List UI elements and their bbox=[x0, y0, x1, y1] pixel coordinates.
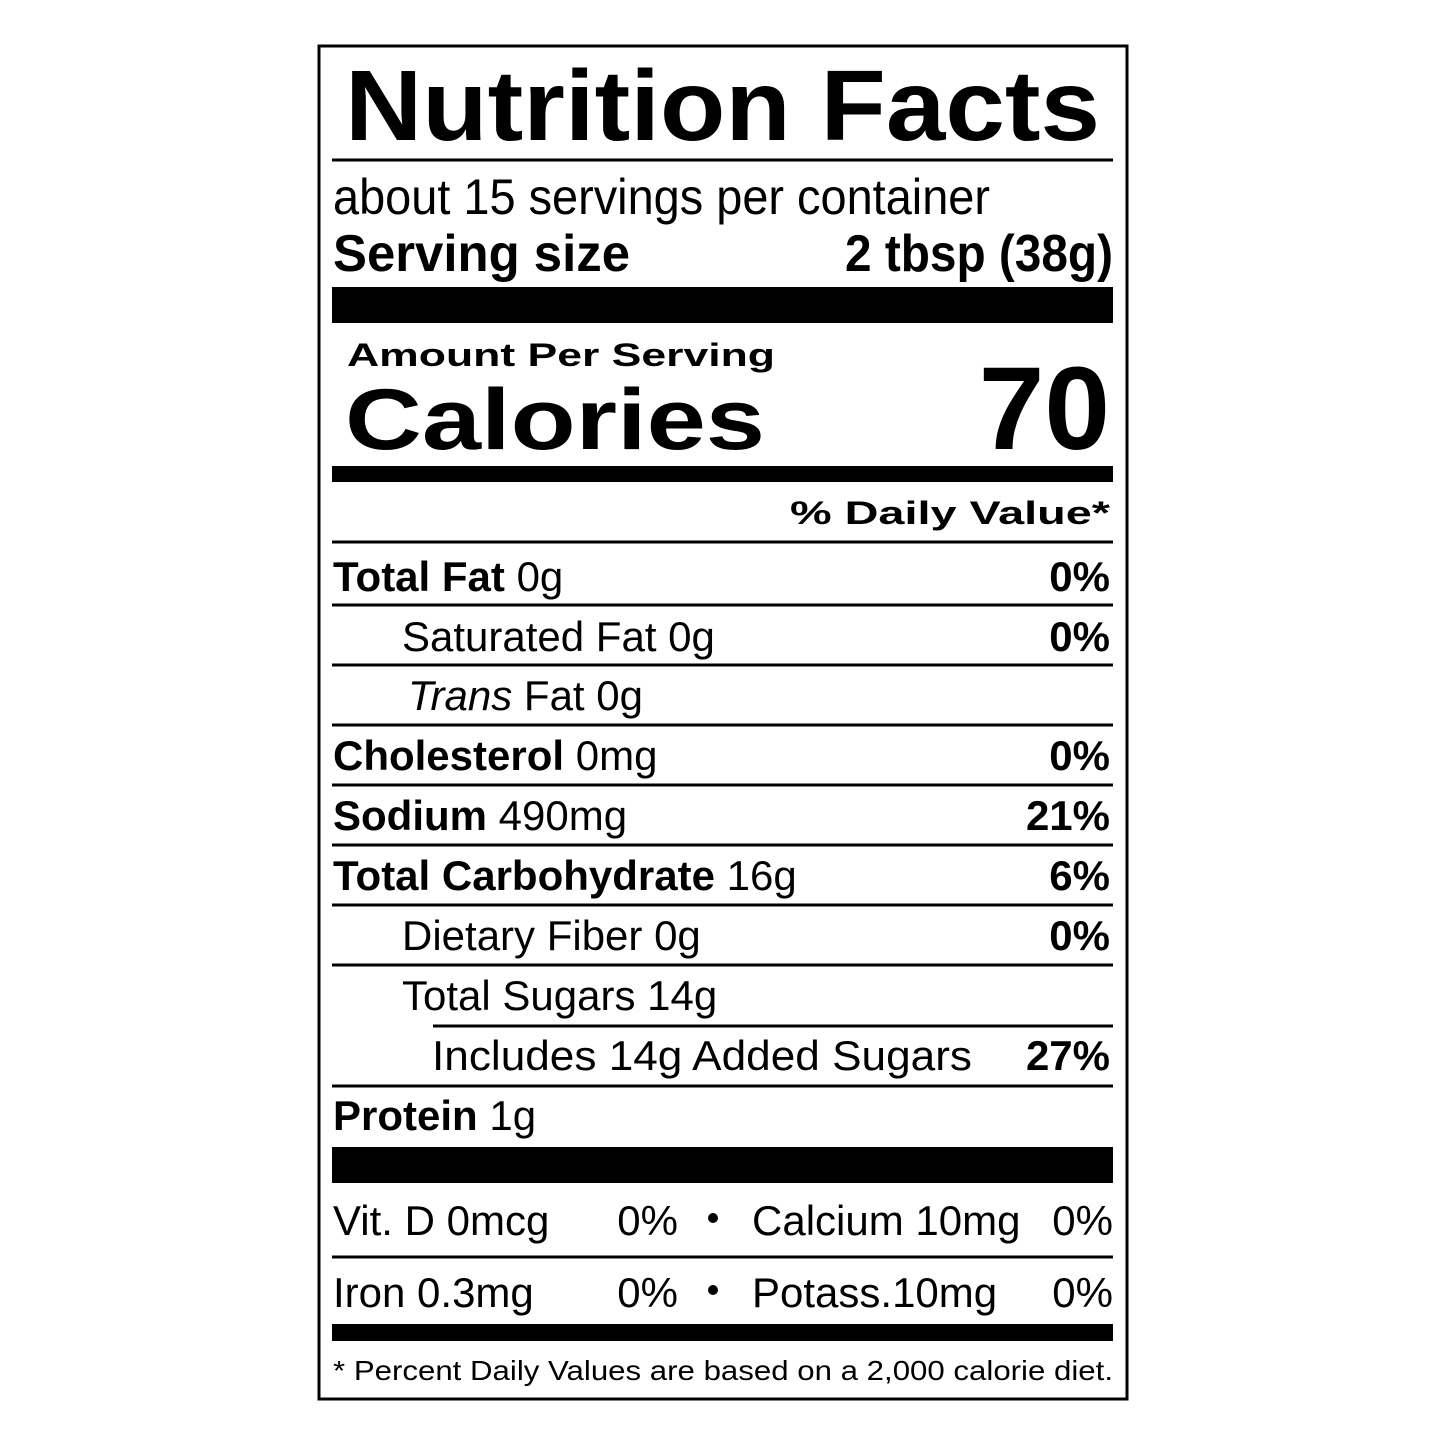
thick-bar bbox=[332, 287, 1113, 323]
nutrient-amount: 0g bbox=[517, 553, 564, 600]
nutrient-dv: 0% bbox=[1049, 732, 1110, 779]
bullet bbox=[708, 1213, 718, 1223]
thick-bar bbox=[332, 1147, 1113, 1183]
nutrient-amount: 16g bbox=[727, 852, 797, 899]
nutrient-dv: 27% bbox=[1026, 1032, 1110, 1079]
vitamin-dv: 0% bbox=[617, 1269, 678, 1316]
title: Nutrition Facts bbox=[345, 50, 1100, 162]
nutrient-amount: 0mg bbox=[576, 732, 658, 779]
vitamin-dv: 0% bbox=[1052, 1197, 1113, 1244]
serving-size-label: Serving size bbox=[333, 225, 630, 283]
nutrient-name: Sodium bbox=[333, 792, 487, 839]
nutrient-row: Cholesterol 0mg bbox=[333, 732, 657, 779]
bullet bbox=[708, 1285, 718, 1295]
nutrient-dv: 0% bbox=[1049, 613, 1110, 660]
nutrient-name: Total Sugars bbox=[402, 972, 635, 1019]
nutrient-row: Total Sugars 14g bbox=[402, 972, 717, 1019]
nutrient-row: Sodium 490mg bbox=[333, 792, 627, 839]
calories-value: 70 bbox=[979, 343, 1110, 475]
nutrient-amount: 14g bbox=[647, 972, 717, 1019]
nutrient-amount: 0g bbox=[654, 912, 701, 959]
calories-label: Calories bbox=[345, 372, 765, 468]
nutrient-amount: 1g bbox=[489, 1092, 536, 1139]
nutrient-amount: 0g bbox=[596, 672, 643, 719]
nutrient-name: Trans bbox=[408, 672, 512, 719]
servings: about 15 servings per container bbox=[333, 169, 990, 225]
nutrient-name: Dietary Fiber bbox=[402, 912, 642, 959]
nutrient-amount: 490mg bbox=[499, 792, 627, 839]
serving-size-value: 2 tbsp (38g) bbox=[845, 225, 1113, 283]
nutrient-row: Saturated Fat 0g bbox=[402, 613, 715, 660]
nutrient-amount: 0g bbox=[668, 613, 715, 660]
daily-value-header: % Daily Value* bbox=[790, 495, 1111, 531]
nutrient-dv: 0% bbox=[1049, 912, 1110, 959]
amount-per-serving: Amount Per Serving bbox=[347, 337, 775, 373]
vitamin-name: Calcium 10mg bbox=[752, 1197, 1020, 1244]
vitamin-rows: Vit. D 0mcg 0% Calcium 10mg 0% Iron 0.3m… bbox=[332, 1197, 1113, 1316]
nutrient-name: Saturated Fat bbox=[402, 613, 657, 660]
nutrient-row: Total Fat 0g bbox=[333, 553, 563, 600]
nutrient-name: Total Fat bbox=[333, 553, 505, 600]
vitamin-dv: 0% bbox=[1052, 1269, 1113, 1316]
footnote: * Percent Daily Values are based on a 2,… bbox=[333, 1355, 1113, 1386]
nutrient-row: Trans Fat 0g bbox=[408, 672, 643, 719]
vitamin-dv: 0% bbox=[617, 1197, 678, 1244]
nutrient-dv: 0% bbox=[1049, 553, 1110, 600]
nutrient-name: Total Carbohydrate bbox=[333, 852, 715, 899]
nutrient-row: Dietary Fiber 0g bbox=[402, 912, 701, 959]
nutrient-name: Protein bbox=[333, 1092, 478, 1139]
nutrient-name: Includes 14g Added Sugars bbox=[432, 1032, 972, 1079]
nutrient-row: Total Carbohydrate 16g bbox=[333, 852, 797, 899]
nutrient-name: Cholesterol bbox=[333, 732, 564, 779]
nutrient-row: Protein 1g bbox=[333, 1092, 536, 1139]
vitamin-name: Vit. D 0mcg bbox=[333, 1197, 549, 1244]
nutrient-name: Fat bbox=[524, 672, 585, 719]
medium-bar bbox=[332, 466, 1113, 482]
vitamin-name: Iron 0.3mg bbox=[333, 1269, 534, 1316]
nutrient-dv: 21% bbox=[1026, 792, 1110, 839]
label-border bbox=[317, 44, 1129, 1401]
medium-bar bbox=[332, 1324, 1113, 1341]
vitamin-name: Potass.10mg bbox=[752, 1269, 997, 1316]
nutrient-rows: Total Fat 0g 0% Saturated Fat 0g 0% Tran… bbox=[332, 553, 1113, 1139]
nutrient-dv: 6% bbox=[1049, 852, 1110, 899]
